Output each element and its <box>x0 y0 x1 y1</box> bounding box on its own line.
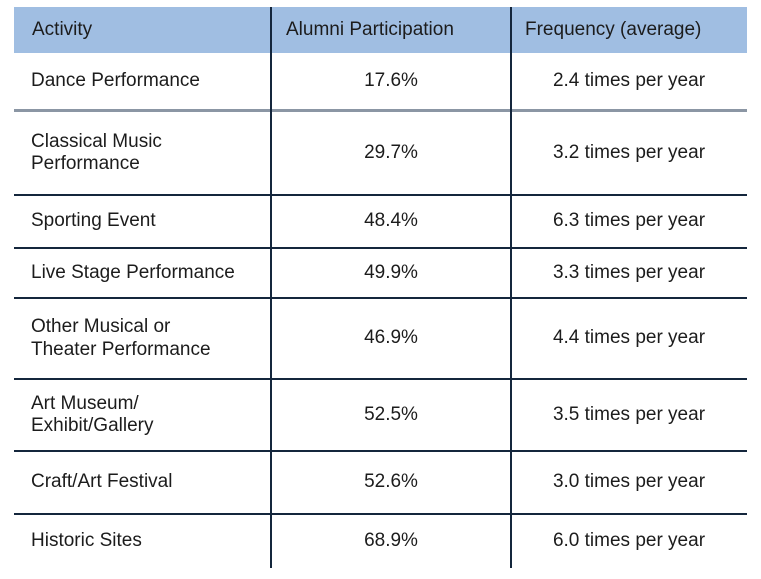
table-row: Historic Sites 68.9% 6.0 times per year <box>14 515 747 568</box>
activity-cell: Craft/Art Festival <box>31 471 173 493</box>
activity-cell: Sporting Event <box>31 210 156 232</box>
column-header-activity: Activity <box>32 18 93 40</box>
column-header-alumni-participation: Alumni Participation <box>286 18 454 40</box>
activity-cell: Art Museum/ Exhibit/Gallery <box>31 392 154 436</box>
table-row: Art Museum/ Exhibit/Gallery 52.5% 3.5 ti… <box>14 380 747 452</box>
participation-cell: 52.5% <box>364 403 418 425</box>
table-row: Classical Music Performance 29.7% 3.2 ti… <box>14 112 747 196</box>
frequency-cell: 2.4 times per year <box>552 69 706 91</box>
frequency-cell: 6.3 times per year <box>552 210 706 232</box>
table-row: Live Stage Performance 49.9% 3.3 times p… <box>14 249 747 299</box>
participation-cell: 49.9% <box>364 261 418 283</box>
activity-cell: Dance Performance <box>31 69 200 91</box>
column-divider-2 <box>510 7 512 568</box>
participation-cell: 29.7% <box>364 141 418 163</box>
table-row: Other Musical or Theater Performance 46.… <box>14 299 747 380</box>
table-row: Dance Performance 17.6% 2.4 times per ye… <box>14 53 747 112</box>
frequency-cell: 3.3 times per year <box>552 261 706 283</box>
activity-cell: Live Stage Performance <box>31 261 235 283</box>
column-header-frequency-average: Frequency (average) <box>525 18 702 40</box>
participation-cell: 68.9% <box>364 530 418 552</box>
frequency-cell: 3.0 times per year <box>552 471 706 493</box>
participation-cell: 52.6% <box>364 471 418 493</box>
column-divider-1 <box>270 7 272 568</box>
frequency-cell: 4.4 times per year <box>552 327 706 349</box>
frequency-cell: 3.2 times per year <box>552 141 706 163</box>
table-body: Dance Performance 17.6% 2.4 times per ye… <box>14 53 747 568</box>
frequency-cell: 6.0 times per year <box>552 530 706 552</box>
table-row: Sporting Event 48.4% 6.3 times per year <box>14 196 747 249</box>
alumni-participation-table: Activity Alumni Participation Frequency … <box>14 7 747 568</box>
table-row: Craft/Art Festival 52.6% 3.0 times per y… <box>14 452 747 515</box>
participation-cell: 48.4% <box>364 210 418 232</box>
activity-cell: Classical Music Performance <box>31 130 162 174</box>
frequency-cell: 3.5 times per year <box>552 403 706 425</box>
table-header-row: Activity Alumni Participation Frequency … <box>14 7 747 53</box>
activity-cell: Other Musical or Theater Performance <box>31 316 211 360</box>
participation-cell: 46.9% <box>364 327 418 349</box>
participation-cell: 17.6% <box>364 69 418 91</box>
activity-cell: Historic Sites <box>31 530 142 552</box>
